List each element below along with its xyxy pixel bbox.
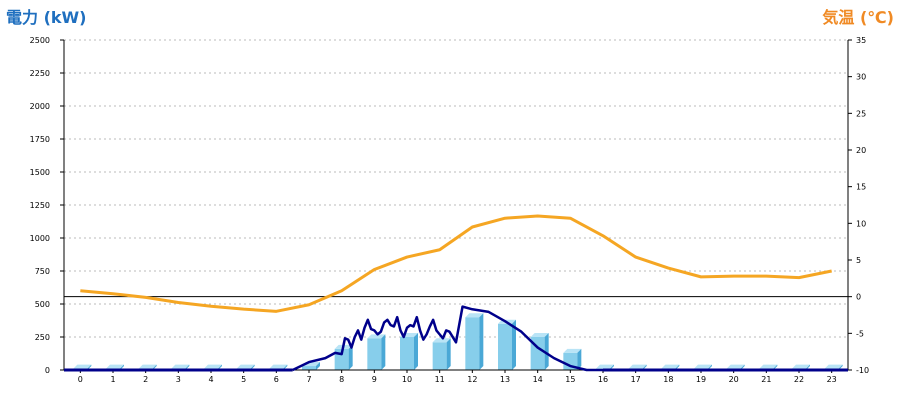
- bar-top: [824, 364, 843, 369]
- right-tick-label: 5: [856, 256, 861, 265]
- x-tick-label: 14: [533, 375, 543, 384]
- bar-top: [106, 364, 124, 369]
- left-tick-label: 1250: [30, 201, 50, 210]
- bar-top: [269, 364, 288, 369]
- x-tick-label: 16: [598, 375, 608, 384]
- bar-side: [544, 333, 549, 370]
- left-tick-label: 1750: [30, 135, 50, 144]
- x-tick-label: 12: [467, 375, 477, 384]
- x-tick-label: 18: [663, 375, 673, 384]
- bar-top: [596, 364, 614, 369]
- x-tick-label: 19: [696, 375, 706, 384]
- right-tick-label: 0: [856, 293, 861, 302]
- x-tick-label: 13: [500, 375, 510, 384]
- right-axis-title: 気温 (℃): [822, 8, 894, 27]
- x-tick-label: 3: [176, 375, 181, 384]
- bar-top: [367, 334, 386, 339]
- left-tick-label: 250: [35, 333, 50, 342]
- x-tick-label: 17: [631, 375, 641, 384]
- bar-top: [204, 364, 222, 369]
- x-tick-label: 4: [208, 375, 213, 384]
- right-tick-label: 15: [856, 183, 866, 192]
- bar-top: [530, 333, 549, 337]
- left-tick-label: 2500: [30, 36, 50, 45]
- bar-top: [628, 364, 647, 369]
- bar-top: [236, 364, 255, 369]
- bar-top: [73, 364, 92, 369]
- right-tick-label: 20: [856, 146, 866, 155]
- right-tick-label: 10: [856, 219, 866, 228]
- bar-side: [446, 338, 451, 370]
- x-tick-label: 15: [565, 375, 575, 384]
- bar: [367, 338, 382, 370]
- x-tick-label: 8: [339, 375, 344, 384]
- bar-top: [465, 313, 484, 318]
- right-tick-label: 25: [856, 109, 866, 118]
- x-tick-label: 21: [761, 375, 771, 384]
- left-tick-label: 1500: [30, 168, 50, 177]
- left-tick-label: 500: [35, 300, 50, 309]
- left-tick-label: 0: [45, 366, 50, 375]
- bar: [302, 366, 316, 370]
- bar-top: [432, 338, 451, 343]
- bar-side: [381, 334, 386, 370]
- right-tick-label: 35: [856, 36, 866, 45]
- bar-side: [414, 333, 418, 370]
- bar-side: [479, 313, 484, 370]
- left-tick-label: 2250: [30, 69, 50, 78]
- bar-top: [171, 364, 190, 369]
- x-tick-label: 1: [110, 375, 115, 384]
- x-tick-label: 5: [241, 375, 246, 384]
- left-tick-label: 750: [35, 267, 50, 276]
- x-tick-label: 10: [402, 375, 412, 384]
- x-tick-label: 20: [729, 375, 739, 384]
- bar: [465, 317, 480, 370]
- power-line: [292, 305, 603, 372]
- bar-top: [563, 348, 582, 353]
- x-tick-label: 2: [143, 375, 148, 384]
- bar-top: [694, 364, 712, 369]
- x-tick-label: 23: [827, 375, 837, 384]
- bar-top: [792, 364, 810, 369]
- bar: [432, 342, 447, 370]
- bar-side: [512, 319, 516, 370]
- bar-top: [661, 364, 680, 369]
- bar-top: [138, 364, 157, 369]
- left-tick-label: 1000: [30, 234, 50, 243]
- bar-side: [316, 362, 320, 370]
- x-tick-label: 9: [372, 375, 377, 384]
- bar: [498, 323, 512, 370]
- bar-top: [726, 364, 745, 369]
- bar: [400, 337, 414, 370]
- x-tick-label: 11: [435, 375, 445, 384]
- x-tick-label: 7: [306, 375, 311, 384]
- x-tick-label: 22: [794, 375, 804, 384]
- temperature-line: [80, 214, 832, 313]
- bar-side: [348, 344, 353, 370]
- bar-top: [759, 364, 778, 369]
- right-tick-label: -5: [856, 329, 864, 338]
- left-axis-title: 電力 (kW): [6, 8, 87, 27]
- right-tick-label: 30: [856, 73, 866, 82]
- x-tick-label: 0: [78, 375, 83, 384]
- x-tick-label: 6: [274, 375, 279, 384]
- bar-side: [577, 348, 582, 370]
- right-tick-label: -10: [856, 366, 869, 375]
- left-tick-label: 2000: [30, 102, 50, 111]
